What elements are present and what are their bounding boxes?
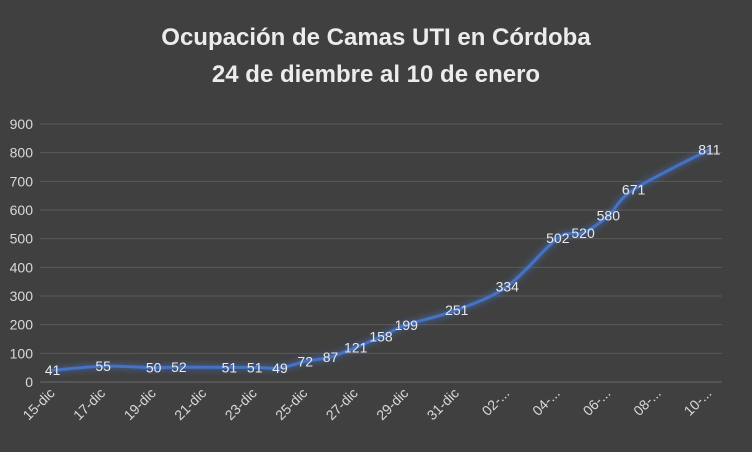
data-label: 811 [698, 142, 721, 158]
x-tick-label: 21-dic [171, 385, 209, 423]
chart-title: Ocupación de Camas UTI en Córdoba [161, 24, 591, 51]
y-tick-label: 300 [10, 288, 34, 304]
x-tick-label: 29-dic [373, 385, 411, 423]
data-label: 520 [571, 225, 595, 241]
y-axis-ticks: 0 100 200 300 400 500 600 700 800 900 [10, 116, 34, 390]
data-label: 502 [546, 230, 570, 246]
y-tick-label: 0 [25, 374, 33, 390]
data-label: 55 [95, 358, 111, 374]
x-tick-label: 23-dic [222, 385, 260, 423]
series-line-group [51, 148, 711, 372]
y-tick-label: 800 [10, 145, 34, 161]
data-label: 52 [171, 359, 187, 375]
y-tick-label: 900 [10, 116, 34, 132]
y-tick-label: 600 [10, 202, 34, 218]
data-label: 50 [146, 360, 162, 376]
data-label: 158 [369, 329, 393, 345]
data-label: 671 [622, 182, 646, 198]
data-label: 580 [597, 208, 621, 224]
x-tick-label: 25-dic [272, 385, 310, 423]
data-label: 199 [395, 317, 419, 333]
data-label: 72 [297, 353, 313, 369]
x-tick-label: 02-... [479, 385, 513, 419]
grid-lines [40, 123, 722, 383]
x-tick-label: 15-dic [19, 385, 57, 423]
chart-subtitle: 24 de diembre al 10 de enero [212, 61, 540, 88]
x-tick-label: 08-... [630, 385, 664, 419]
y-tick-label: 700 [10, 173, 34, 189]
x-tick-label: 06-... [580, 385, 614, 419]
y-tick-label: 200 [10, 317, 34, 333]
x-tick-label: 19-dic [121, 385, 159, 423]
y-tick-label: 100 [10, 345, 34, 361]
x-tick-label: 10-... [681, 385, 715, 419]
data-label: 51 [222, 359, 238, 375]
x-tick-label: 31-dic [424, 385, 462, 423]
data-label: 49 [272, 360, 288, 376]
series-line [51, 148, 711, 372]
x-tick-label: 27-dic [323, 385, 361, 423]
x-axis-ticks: 15-dic 17-dic 19-dic 21-dic 23-dic 25-dic 27-d… [19, 385, 714, 423]
data-label: 87 [323, 349, 339, 365]
x-tick-label: 04-... [529, 385, 563, 419]
data-label: 41 [45, 362, 61, 378]
x-tick-label: 17-dic [70, 385, 108, 423]
data-label: 251 [445, 302, 469, 318]
y-tick-label: 400 [10, 259, 34, 275]
data-label: 121 [344, 339, 368, 355]
data-label: 51 [247, 359, 263, 375]
data-label: 334 [496, 278, 520, 294]
y-tick-label: 500 [10, 231, 34, 247]
